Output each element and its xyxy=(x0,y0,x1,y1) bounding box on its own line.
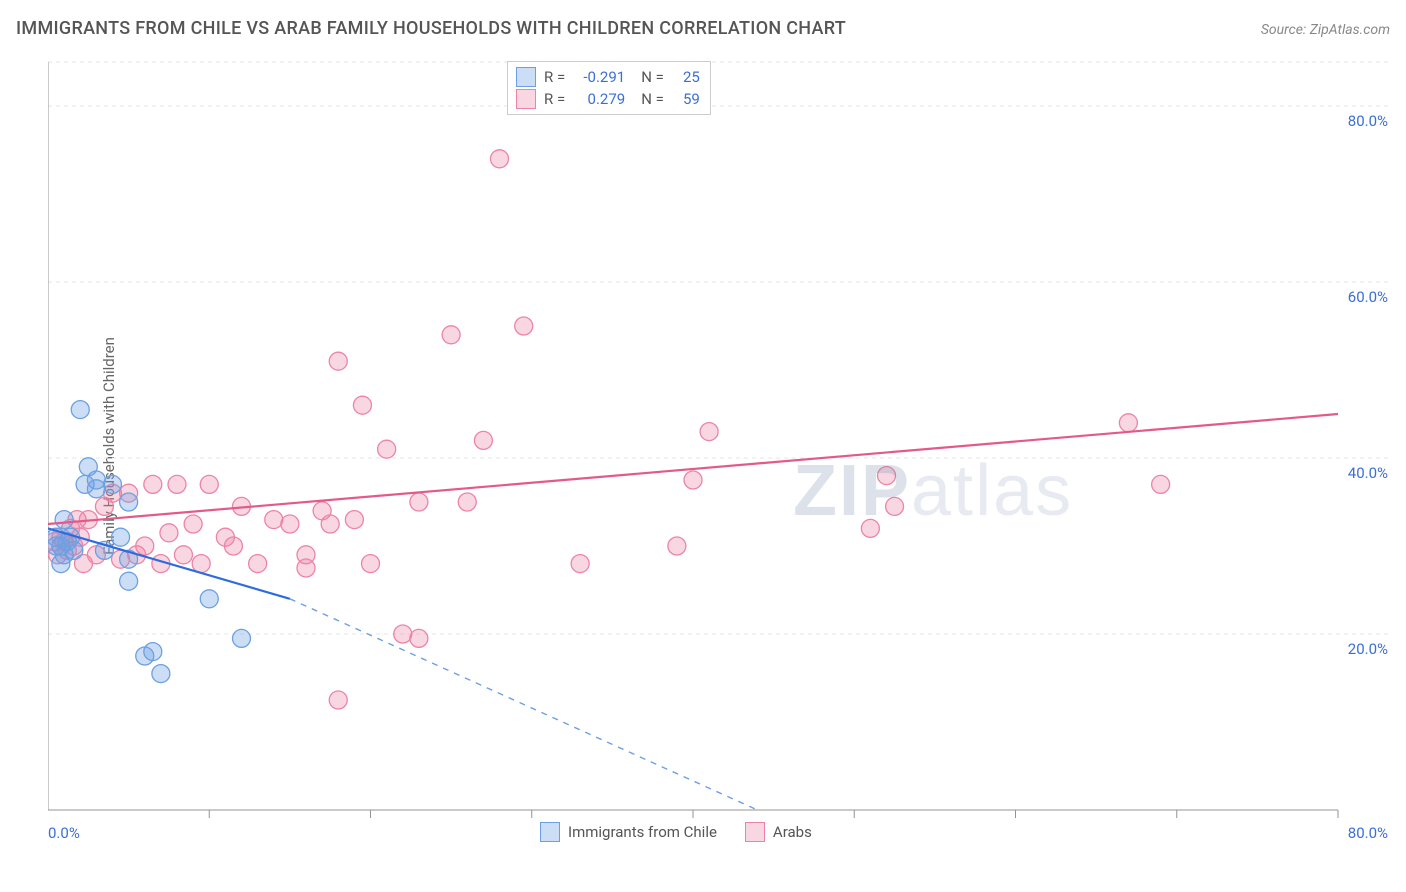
stats-row: R = 0.279 N = 59 xyxy=(516,88,700,110)
legend-swatch-icon xyxy=(516,67,536,87)
x-tick-label: 80.0% xyxy=(1348,824,1388,842)
legend-swatch-icon xyxy=(745,822,765,842)
stats-n-label: N = xyxy=(641,88,664,110)
stats-r-value: 0.279 xyxy=(573,88,625,110)
legend-label: Immigrants from Chile xyxy=(568,823,717,841)
stats-r-label: R = xyxy=(544,88,565,110)
y-tick-label: 20.0% xyxy=(1348,640,1388,658)
stats-n-value: 59 xyxy=(672,88,700,110)
plot-area: R =-0.291N =25R =0.279N =59 ZIPatlas 20.… xyxy=(48,50,1388,840)
stats-r-value: -0.291 xyxy=(573,66,625,88)
legend-item: Immigrants from Chile xyxy=(540,822,717,842)
legend-label: Arabs xyxy=(773,823,812,841)
y-tick-label: 40.0% xyxy=(1348,464,1388,482)
y-tick-label: 80.0% xyxy=(1348,112,1388,130)
stats-n-label: N = xyxy=(641,66,664,88)
source-label: Source: ZipAtlas.com xyxy=(1261,22,1390,38)
legend-swatch-icon xyxy=(540,822,560,842)
chart-header: IMMIGRANTS FROM CHILE VS ARAB FAMILY HOU… xyxy=(16,18,1390,39)
x-tick-label: 0.0% xyxy=(48,824,80,842)
chart-title: IMMIGRANTS FROM CHILE VS ARAB FAMILY HOU… xyxy=(16,18,846,39)
bottom-legend: Immigrants from Chile Arabs xyxy=(540,822,812,842)
legend-item: Arabs xyxy=(745,822,812,842)
stats-legend-box: R = -0.291 N = 25 R = 0.279 N = 59 xyxy=(507,61,711,115)
stats-r-label: R = xyxy=(544,66,565,88)
stats-n-value: 25 xyxy=(672,66,700,88)
legend-swatch-icon xyxy=(516,89,536,109)
y-tick-label: 60.0% xyxy=(1348,288,1388,306)
stats-row: R = -0.291 N = 25 xyxy=(516,66,700,88)
scatter-plot xyxy=(48,50,1388,840)
